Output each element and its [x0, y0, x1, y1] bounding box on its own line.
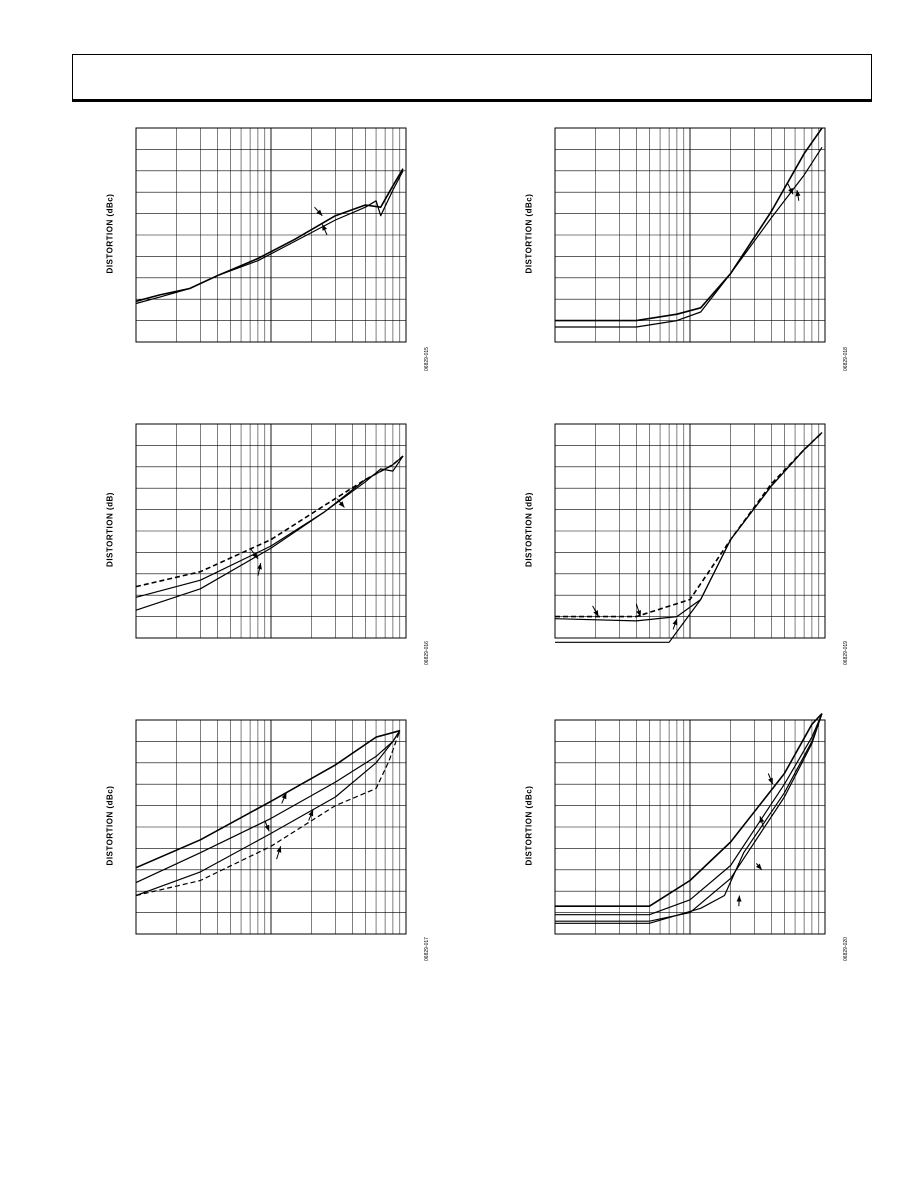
page-header-box [72, 54, 872, 102]
series-line-3 [555, 432, 823, 643]
arrow-head-2 [281, 792, 287, 800]
chart-panel-3: DISTORTION (dB) 06829-016 [100, 420, 430, 665]
chart-plot [135, 127, 407, 343]
arrow-head-1 [264, 824, 270, 832]
arrow-head-1 [788, 187, 794, 195]
chart-plot [554, 423, 826, 643]
arrow-head-3 [755, 863, 762, 870]
series-line-1 [135, 168, 404, 303]
arrow-head-4 [736, 895, 742, 902]
figure-id: 06829-019 [843, 641, 849, 665]
arrow-head-1 [593, 610, 599, 617]
series-line-2 [135, 730, 401, 884]
figure-id: 06829-020 [843, 937, 849, 961]
chart-panel-4: DISTORTION (dB) 06829-019 [519, 420, 849, 665]
series-line-1 [135, 455, 404, 588]
series-line-2 [555, 713, 823, 916]
figure-id: 06829-017 [424, 937, 430, 961]
series-line-3 [555, 713, 823, 922]
series-line-2 [555, 146, 823, 328]
chart-plot [554, 713, 826, 935]
arrow-head-3 [672, 618, 678, 626]
series-line-3 [135, 730, 401, 897]
chart-plot [554, 127, 826, 343]
series-line-1 [555, 127, 823, 322]
arrow-head-4 [308, 809, 314, 817]
chart-panel-6: DISTORTION (dBc) 06829-020 [519, 713, 849, 961]
series-line-2 [554, 432, 823, 622]
chart-plot [135, 719, 407, 935]
chart-panel-5: DISTORTION (dBc) 06829-017 [100, 716, 430, 961]
arrow-head-2 [322, 224, 328, 231]
series-line-1 [135, 729, 401, 869]
series-line-1 [555, 713, 823, 907]
chart-panel-2: DISTORTION (dBc) 06829-018 [519, 124, 849, 371]
series-line-4 [555, 713, 823, 924]
arrow-head-2 [759, 816, 765, 823]
arrow-head-2 [795, 190, 801, 197]
series-line-2 [135, 455, 404, 598]
series-line-4 [135, 730, 401, 897]
chart-plot [135, 423, 407, 639]
figure-id: 06829-018 [843, 347, 849, 371]
series-line-2 [135, 170, 404, 305]
series-line-1 [555, 432, 823, 618]
figure-id: 06829-015 [424, 347, 430, 371]
arrow-head-1 [316, 209, 323, 216]
arrow-head-2 [636, 610, 642, 617]
arrow-head-3 [338, 501, 345, 508]
series-line-3 [135, 455, 404, 611]
figure-id: 06829-016 [424, 641, 430, 665]
chart-panel-1: DISTORTION (dBc) 06829-015 [100, 124, 430, 371]
arrow-head-1 [768, 777, 773, 785]
arrow-head-3 [276, 846, 282, 853]
arrow-head-1 [252, 552, 258, 559]
arrow-head-2 [257, 563, 262, 570]
